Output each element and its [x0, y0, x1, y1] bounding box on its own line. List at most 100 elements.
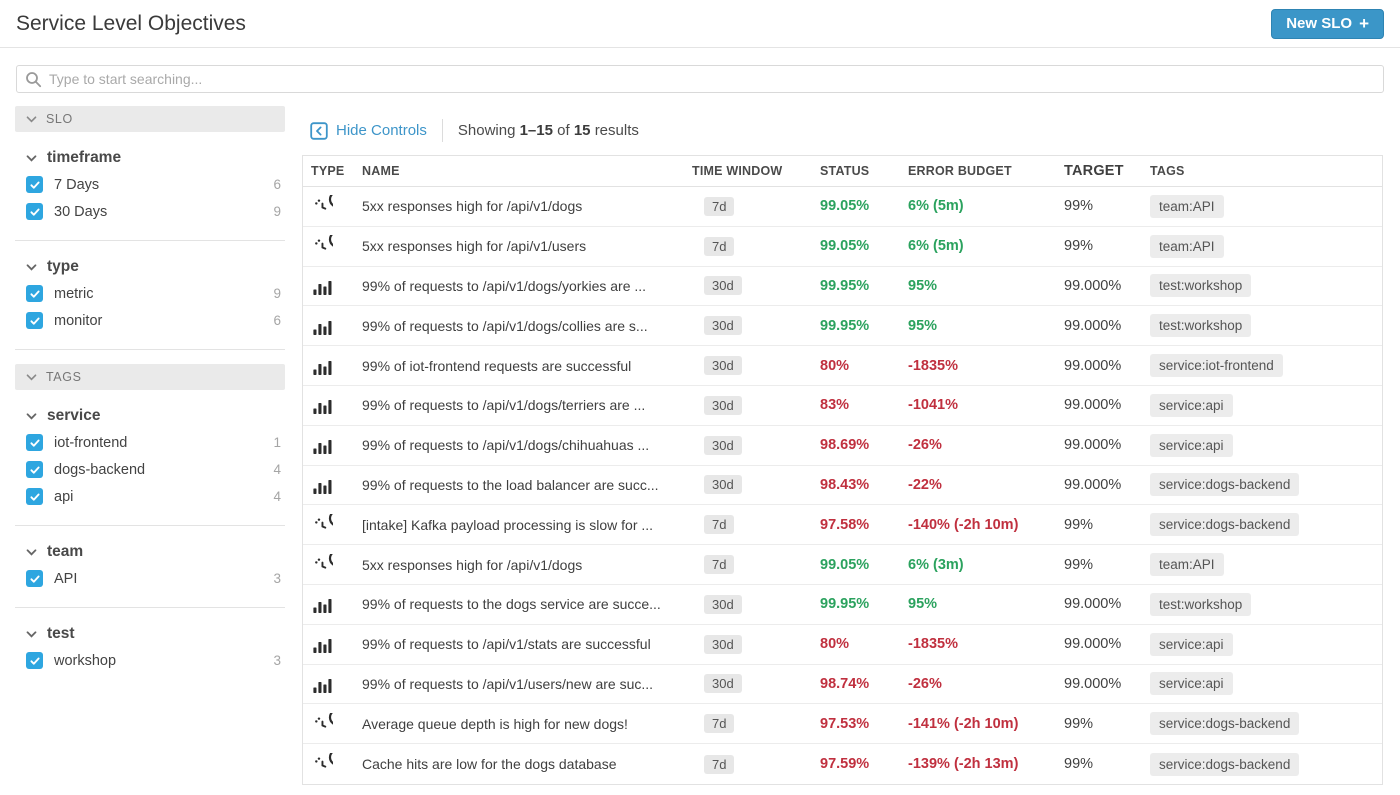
tag-pill[interactable]: service:dogs-backend — [1150, 712, 1300, 736]
table-row[interactable]: 5xx responses high for /api/v1/dogs 7d 9… — [303, 187, 1382, 227]
table-row[interactable]: 99% of requests to the dogs service are … — [303, 585, 1382, 625]
facet-item[interactable]: 7 Days 6 — [15, 171, 285, 198]
table-row[interactable]: 5xx responses high for /api/v1/dogs 7d 9… — [303, 545, 1382, 585]
tag-pill[interactable]: test:workshop — [1150, 314, 1252, 338]
tag-pill[interactable]: team:API — [1150, 234, 1224, 258]
slo-name[interactable]: 99% of requests to the dogs service are … — [362, 596, 661, 613]
status-cell: 98.43% — [820, 476, 908, 494]
table-row[interactable]: 99% of requests to the load balancer are… — [303, 466, 1382, 506]
facet-item-list: iot-frontend 1 dogs-backend 4 — [15, 429, 285, 510]
facet-item[interactable]: dogs-backend 4 — [15, 456, 285, 483]
tag-pill[interactable]: service:api — [1150, 433, 1233, 457]
slo-name[interactable]: 99% of requests to /api/v1/dogs/chihuahu… — [362, 437, 650, 454]
table-row[interactable]: 99% of requests to /api/v1/users/new are… — [303, 665, 1382, 705]
slo-name[interactable]: 5xx responses high for /api/v1/users — [362, 238, 587, 255]
checked-checkbox[interactable] — [26, 461, 43, 478]
error-budget-value: 6% (5m) — [908, 238, 964, 255]
time-window-cell: 7d — [692, 555, 820, 575]
error-budget-cell: -1835% — [908, 635, 1064, 653]
slo-name[interactable]: 99% of requests to /api/v1/stats are suc… — [362, 636, 651, 653]
checked-checkbox[interactable] — [26, 312, 43, 329]
checked-checkbox[interactable] — [26, 434, 43, 451]
tag-pill[interactable]: service:api — [1150, 672, 1233, 696]
slo-name[interactable]: 99% of requests to /api/v1/dogs/terriers… — [362, 397, 646, 414]
checked-checkbox[interactable] — [26, 570, 43, 587]
slo-name[interactable]: 5xx responses high for /api/v1/dogs — [362, 198, 583, 215]
slo-type-icon — [311, 235, 333, 257]
facet-item[interactable]: monitor 6 — [15, 307, 285, 334]
facet-item-count: 3 — [273, 571, 281, 586]
tag-pill[interactable]: team:API — [1150, 553, 1224, 577]
facet-group-team-title[interactable]: team — [15, 543, 285, 565]
slo-name[interactable]: 99% of iot-frontend requests are success… — [362, 357, 632, 374]
table-row[interactable]: [intake] Kafka payload processing is slo… — [303, 505, 1382, 546]
chevron-down-icon — [26, 115, 37, 123]
facet-item-list: metric 9 monitor 6 — [15, 280, 285, 334]
slo-name[interactable]: 5xx responses high for /api/v1/dogs — [362, 556, 583, 573]
slo-name[interactable]: Cache hits are low for the dogs database — [362, 756, 617, 773]
hide-controls-link[interactable]: Hide Controls — [310, 121, 427, 140]
search-input[interactable] — [16, 65, 1384, 93]
facet-group-test-title[interactable]: test — [15, 625, 285, 647]
table-row[interactable]: Average queue depth is high for new dogs… — [303, 704, 1382, 745]
facet-header-slo[interactable]: SLO — [15, 106, 285, 132]
checked-checkbox[interactable] — [26, 652, 43, 669]
slo-name[interactable]: 99% of requests to /api/v1/dogs/collies … — [362, 317, 648, 334]
slo-name[interactable]: 99% of requests to /api/v1/users/new are… — [362, 675, 654, 692]
table-row[interactable]: 99% of requests to /api/v1/dogs/yorkies … — [303, 267, 1382, 307]
slo-name[interactable]: [intake] Kafka payload processing is slo… — [362, 516, 654, 533]
checked-checkbox[interactable] — [26, 176, 43, 193]
slo-name[interactable]: Average queue depth is high for new dogs… — [362, 715, 628, 732]
slo-type-cell — [303, 513, 362, 536]
table-row[interactable]: 99% of requests to /api/v1/stats are suc… — [303, 625, 1382, 665]
facet-item[interactable]: iot-frontend 1 — [15, 429, 285, 456]
facet-group-test: test workshop 3 — [15, 608, 285, 689]
facet-item[interactable]: workshop 3 — [15, 647, 285, 674]
tag-pill[interactable]: service:dogs-backend — [1150, 473, 1300, 497]
tags-cell: service:dogs-backend — [1150, 513, 1382, 537]
facet-group-type-title[interactable]: type — [15, 258, 285, 280]
checked-checkbox[interactable] — [26, 285, 43, 302]
time-window-badge: 7d — [704, 555, 735, 575]
table-row[interactable]: 99% of iot-frontend requests are success… — [303, 346, 1382, 386]
facet-group-team: team API 3 — [15, 526, 285, 608]
bar-chart-icon — [313, 360, 332, 375]
facet-item-label: monitor — [54, 312, 103, 329]
time-window-cell: 30d — [692, 395, 820, 415]
table-row[interactable]: 5xx responses high for /api/v1/users 7d … — [303, 227, 1382, 267]
tag-pill[interactable]: service:dogs-backend — [1150, 752, 1300, 776]
table-row[interactable]: 99% of requests to /api/v1/dogs/collies … — [303, 306, 1382, 347]
checked-checkbox[interactable] — [26, 203, 43, 220]
tag-pill[interactable]: service:api — [1150, 393, 1233, 417]
table-row[interactable]: 99% of requests to /api/v1/dogs/chihuahu… — [303, 426, 1382, 466]
slo-type-cell — [303, 315, 362, 337]
page-header: Service Level Objectives New SLO + — [0, 0, 1400, 48]
tag-pill[interactable]: service:iot-frontend — [1150, 354, 1283, 378]
tag-pill[interactable]: service:dogs-backend — [1150, 513, 1300, 537]
table-row[interactable]: 99% of requests to /api/v1/dogs/terriers… — [303, 386, 1382, 426]
facet-item[interactable]: 30 Days 9 — [15, 198, 285, 225]
tag-pill[interactable]: team:API — [1150, 194, 1224, 218]
facet-item[interactable]: metric 9 — [15, 280, 285, 307]
slo-type-cell — [303, 474, 362, 496]
metric-monitor-clock-icon — [315, 235, 333, 250]
error-budget-value: -1041% — [908, 397, 958, 414]
facet-item[interactable]: API 3 — [15, 565, 285, 592]
status-value: 80% — [820, 636, 850, 653]
facet-sidebar: SLO timeframe — [15, 106, 285, 689]
slo-name[interactable]: 99% of requests to /api/v1/dogs/yorkies … — [362, 277, 647, 294]
facet-item[interactable]: api 4 — [15, 483, 285, 510]
time-window-cell: 30d — [692, 276, 820, 296]
plus-icon: + — [1359, 13, 1369, 33]
tag-pill[interactable]: test:workshop — [1150, 274, 1252, 298]
slo-name[interactable]: 99% of requests to the load balancer are… — [362, 476, 659, 493]
table-row[interactable]: Cache hits are low for the dogs database… — [303, 744, 1382, 784]
tag-pill[interactable]: test:workshop — [1150, 592, 1252, 616]
checked-checkbox[interactable] — [26, 488, 43, 505]
facet-group-timeframe-title[interactable]: timeframe — [15, 149, 285, 171]
facet-group-service-title[interactable]: service — [15, 407, 285, 429]
facet-header-tags[interactable]: TAGS — [15, 364, 285, 390]
new-slo-button[interactable]: New SLO + — [1271, 8, 1384, 39]
tag-pill[interactable]: service:api — [1150, 632, 1233, 656]
facet-group-type: type metric 9 — [15, 241, 285, 350]
